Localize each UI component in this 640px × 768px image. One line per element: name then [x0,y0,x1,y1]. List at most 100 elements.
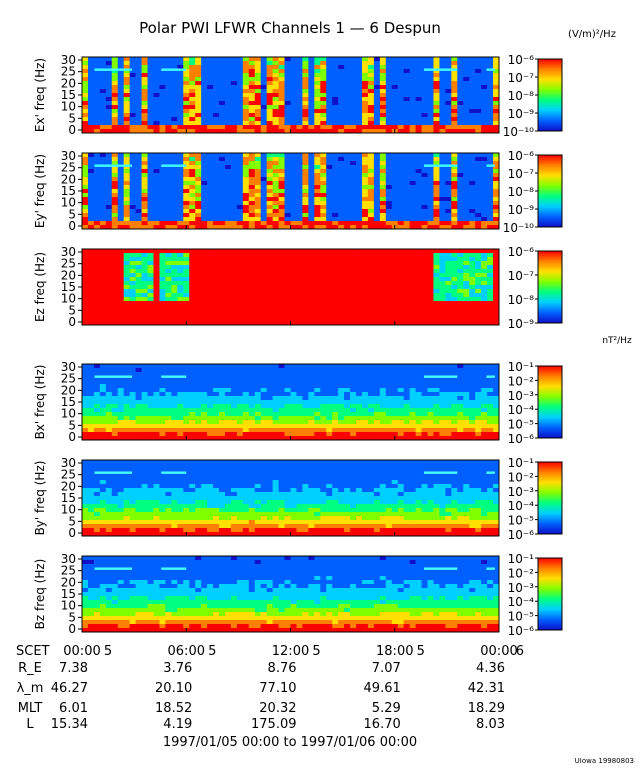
ephemeris-row-label: R_E [18,661,42,676]
y-tick-label: 5 [68,111,76,125]
y-axis-label: By' freq (Hz) [33,461,47,536]
y-tick-label: 20 [61,575,76,589]
y-tick-label: 20 [61,76,76,90]
y-tick-label: 0 [68,622,76,636]
y-tick-label: 20 [61,172,76,186]
y-tick-label: 15 [61,88,76,102]
y-tick-label: 10 [61,100,76,114]
colorbar-tick-label: 10⁻⁶ [508,432,535,446]
colorbar-tick-label: 10⁻¹⁰ [503,125,534,139]
colorbar-tick-label: 10⁻⁸ [508,293,535,307]
colorbar-tick-label: 10⁻³ [508,581,535,595]
y-tick-label: 20 [61,479,76,493]
x-major-tick-label: 18:00 [376,644,413,659]
ephemeris-table: R_E 7.38 3.76 8.76 7.07 4.36 λ_m 46.27 20.10 77.1… [17,661,505,732]
colorbar-tick-label: 10⁻⁹ [508,203,535,217]
figure-title: Polar PWI LFWR Channels 1 — 6 Despun [139,19,441,37]
y-tick-label: 15 [61,280,76,294]
y-tick-label: 0 [68,430,76,444]
x-major-tick-label: 06:00 [168,644,205,659]
ephemeris-value: 77.10 [259,681,296,696]
ephemeris-value: 8.03 [476,717,505,732]
colorbar-tick-label: 10⁻¹ [508,552,535,566]
y-tick-label: 20 [61,383,76,397]
y-tick-label: 5 [68,303,76,317]
y-tick-label: 30 [61,456,76,470]
x-major-tick-label: 12:00 [272,644,309,659]
colorbar [537,365,563,439]
y-tick-label: 10 [61,503,76,517]
colorbar-tick-label: 10⁻⁷ [508,167,535,181]
y-axis-label: Ez freq (Hz) [33,252,47,322]
x-major-tick-label: 00:00 [480,644,517,659]
ephemeris-value: 6.01 [59,701,88,716]
ephemeris-value: 7.07 [372,661,401,676]
colorbar-tick-label: 10⁻⁴ [508,499,535,513]
y-tick-label: 10 [61,292,76,306]
y-tick-label: 25 [61,257,76,271]
colorbar-tick-label: 10⁻⁶ [508,528,535,542]
ephemeris-value: 4.36 [476,661,505,676]
y-tick-label: 5 [68,514,76,528]
colorbar-tick-label: 10⁻⁶ [508,624,535,638]
ephemeris-value: 5.29 [372,701,401,716]
y-tick-label: 10 [61,196,76,210]
credit-label: UIowa 19980803 [575,757,634,765]
colorbar-tick-label: 10⁻¹⁰ [503,221,534,235]
y-tick-label: 5 [68,610,76,624]
y-tick-label: 10 [61,599,76,613]
x-minor-tick-label: 5 [104,644,112,659]
x-major-tick-label: 00:00 [63,644,100,659]
colorbar [537,461,563,535]
y-axis-label: Ex' freq (Hz) [33,58,47,132]
date-range-label: 1997/01/05 00:00 to 1997/01/06 00:00 [163,735,417,750]
ephemeris-value: 18.52 [155,701,192,716]
x-minor-tick-label: 5 [208,644,216,659]
magnetic-units-label: nT²/Hz [602,336,632,346]
colorbar-tick-label: 10⁻⁹ [508,317,535,331]
y-tick-label: 30 [61,552,76,566]
colorbar-tick-label: 10⁻⁸ [508,89,535,103]
y-tick-label: 0 [68,315,76,329]
colorbar [537,154,563,228]
colorbar-tick-label: 10⁻⁹ [508,107,535,121]
colorbar-tick-label: 10⁻¹ [508,360,535,374]
colorbar-tick-label: 10⁻⁷ [508,269,535,283]
spectrogram-image [82,364,500,441]
y-tick-label: 0 [68,123,76,137]
colorbar-tick-label: 10⁻⁸ [508,185,535,199]
colorbar-tick-label: 10⁻⁵ [508,418,535,432]
ephemeris-value: 42.31 [468,681,505,696]
ephemeris-row-label: λ_m [17,681,44,696]
colorbar-tick-label: 10⁻² [508,470,535,484]
y-tick-label: 25 [61,161,76,175]
y-tick-label: 15 [61,395,76,409]
ephemeris-value: 175.09 [251,717,297,732]
y-tick-label: 5 [68,207,76,221]
ephemeris-value: 46.27 [51,681,88,696]
y-tick-label: 0 [68,526,76,540]
ephemeris-row-label: MLT [18,701,43,716]
spectrogram-image [82,57,500,134]
colorbar-tick-label: 10⁻⁵ [508,514,535,528]
y-tick-label: 30 [61,53,76,67]
ephemeris-value: 49.61 [364,681,401,696]
colorbar-tick-label: 10⁻⁵ [508,610,535,624]
colorbar-tick-label: 10⁻² [508,566,535,580]
x-axis-label: SCET [16,644,50,659]
colorbar-tick-label: 10⁻¹ [508,456,535,470]
y-tick-label: 15 [61,491,76,505]
colorbar-tick-label: 10⁻² [508,374,535,388]
y-tick-label: 15 [61,184,76,198]
ephemeris-value: 7.38 [59,661,88,676]
spectrogram-image [82,460,500,537]
x-minor-tick-label: 5 [312,644,320,659]
y-tick-label: 20 [61,268,76,282]
colorbar [537,250,563,324]
y-tick-label: 25 [61,468,76,482]
y-tick-label: 30 [61,360,76,374]
